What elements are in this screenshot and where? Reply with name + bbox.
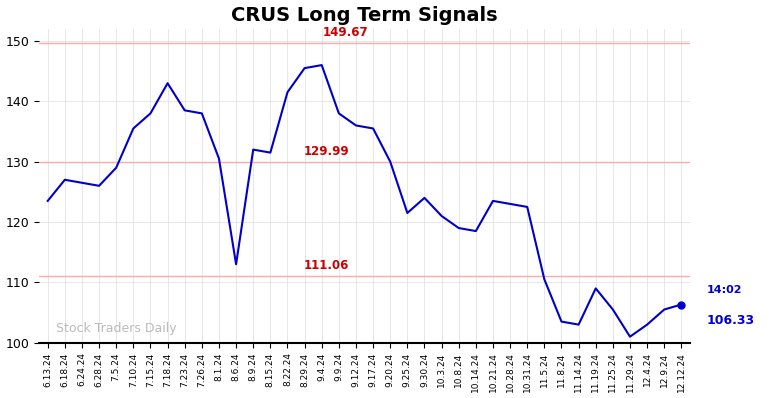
Text: 129.99: 129.99 bbox=[303, 145, 350, 158]
Text: 14:02: 14:02 bbox=[707, 285, 742, 295]
Text: 106.33: 106.33 bbox=[707, 314, 755, 327]
Text: Stock Traders Daily: Stock Traders Daily bbox=[56, 322, 177, 336]
Title: CRUS Long Term Signals: CRUS Long Term Signals bbox=[231, 6, 498, 25]
Text: 111.06: 111.06 bbox=[304, 259, 349, 272]
Text: 149.67: 149.67 bbox=[323, 26, 368, 39]
